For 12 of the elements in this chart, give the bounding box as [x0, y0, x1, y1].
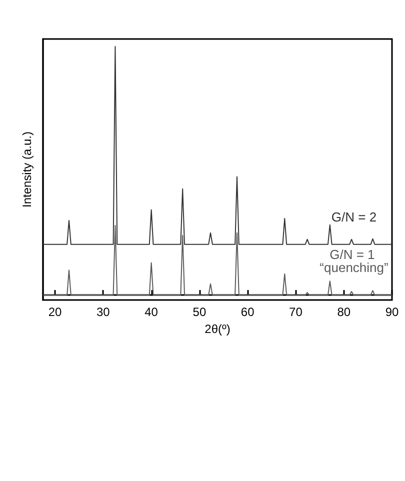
x-tick-label: 50 [192, 305, 206, 319]
y-axis-title: Intensity (a.u.) [20, 131, 34, 208]
x-tick-label: 30 [96, 305, 110, 319]
x-tick-label: 20 [48, 305, 62, 319]
x-tick-label: 70 [289, 305, 303, 319]
x-axis-title: 2θ(º) [204, 322, 230, 336]
x-tick-label: 40 [144, 305, 158, 319]
x-tick-label: 80 [337, 305, 351, 319]
series-label: G/N = 2 [331, 209, 377, 224]
series-label: G/N = 1 “quenching” [320, 247, 388, 276]
x-tick-label: 60 [240, 305, 255, 319]
x-tick-label: 90 [385, 305, 399, 319]
